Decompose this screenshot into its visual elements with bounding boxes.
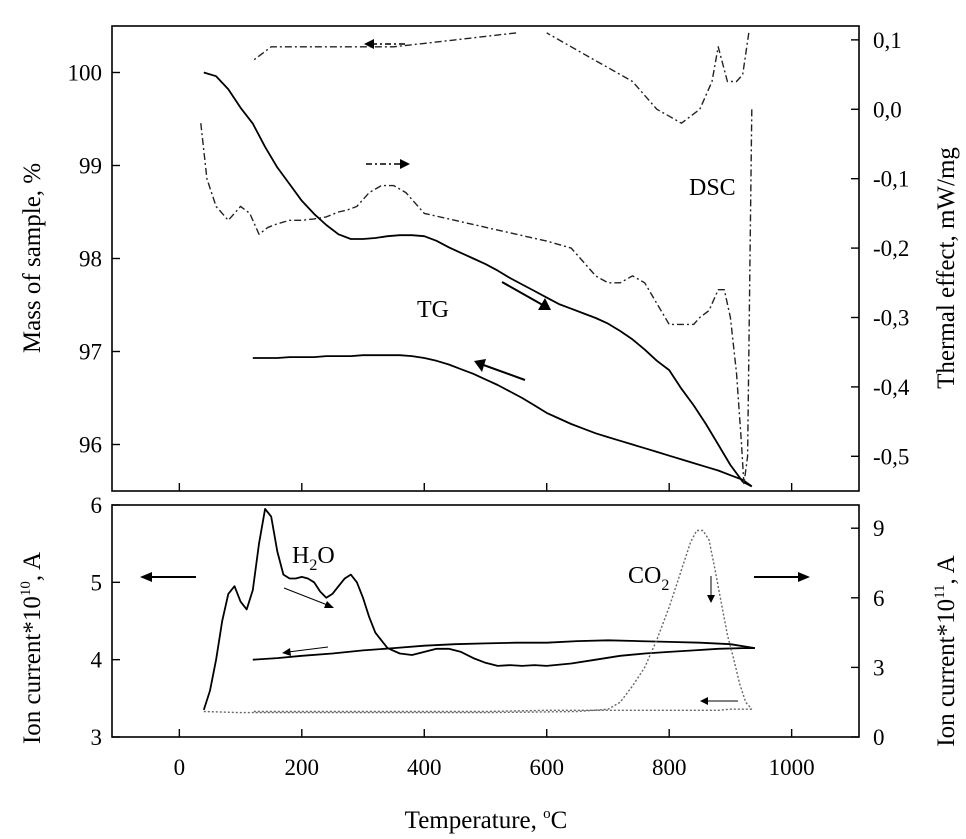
top-right-cooling-curve [546, 32, 750, 124]
y-axis-title-top-right: Thermal effect, mW/mg [933, 147, 960, 389]
y-right-tick-label: 0 [873, 725, 885, 750]
top-left-heating-curve [203, 71, 753, 488]
y-right-tick-label: -0,2 [873, 236, 909, 261]
h2o-cooling-arrow [287, 646, 329, 653]
y-left-tick-label: 6 [91, 493, 103, 518]
x-tick-label: 600 [529, 755, 564, 780]
tg-cooling-arrow [477, 362, 526, 381]
y-bottom-right-main: Ion current*10 [933, 599, 960, 747]
h2o-heating-curve [202, 507, 755, 711]
x-tick-label: 1000 [769, 755, 815, 780]
h2o-cooling-arrowhead [282, 648, 291, 656]
x-axis-title: Temperature, oC [405, 806, 568, 834]
left-axis-arrowhead [140, 572, 152, 582]
y-left-tick-label: 97 [79, 340, 102, 365]
h2o-label-end: O [317, 543, 334, 569]
data-curves [200, 32, 756, 714]
y-left-tick-label: 98 [79, 247, 102, 272]
y-right-tick-label: -0,3 [873, 305, 909, 330]
y-right-tick-label: 3 [873, 655, 885, 680]
h2o-heating-arrowhead [324, 601, 334, 608]
y-right-tick-label: 9 [873, 516, 885, 541]
y-left-tick-label: 3 [91, 725, 103, 750]
h2o-label-sub: 2 [309, 557, 317, 574]
co2-label-sub: 2 [661, 577, 669, 594]
top-panel-frame [111, 25, 860, 492]
co2-cooling-curve [252, 708, 752, 713]
bottom-panel-frame [111, 504, 860, 738]
right-axis-arrowhead [798, 572, 810, 582]
axis-tick-labels: 0 200 400 600 800 1000969798991000,10,0-0,1-0… [68, 28, 910, 780]
tg-heating-arrowhead [538, 298, 551, 310]
tg-label: TG [417, 297, 449, 323]
y-left-tick-label: 100 [68, 61, 103, 86]
top-right-cooling-curve [252, 32, 517, 62]
top-left-cooling-curve [252, 354, 753, 488]
y-left-tick-label: 96 [79, 433, 102, 458]
co2-label-main: CO [628, 563, 661, 589]
y-right-tick-label: 6 [873, 586, 885, 611]
x-tick-label: 200 [285, 755, 320, 780]
y-axis-title-bottom-right: Ion current*1011, A [932, 555, 960, 747]
y-right-tick-label: 0,0 [873, 97, 902, 122]
y-axis-title-top-left: Mass of sample, % [19, 163, 46, 353]
y-left-tick-label: 5 [91, 570, 103, 595]
co2-label: CO2 [628, 563, 669, 594]
axis-ticks [112, 39, 859, 738]
x-tick-label: 400 [407, 755, 442, 780]
y-right-tick-label: 0,1 [873, 28, 902, 53]
x-tick-label: 800 [652, 755, 687, 780]
direction-arrows [140, 39, 810, 705]
y-bottom-left-sup: 10 [18, 581, 34, 596]
x-title-end: C [551, 807, 568, 834]
y-bottom-left-end: , A [19, 552, 46, 581]
y-left-tick-label: 99 [79, 154, 102, 179]
y-left-tick-label: 4 [91, 648, 103, 673]
y-bottom-right-end: , A [933, 555, 960, 584]
h2o-heating-arrow [283, 587, 331, 607]
x-title-main: Temperature, [405, 807, 543, 834]
x-tick-label: 0 [174, 755, 186, 780]
dsc-heating-arrowhead [400, 159, 410, 169]
h2o-cooling-curve [252, 639, 756, 661]
top-right-heating-curve [200, 109, 753, 485]
y-right-tick-label: -0,1 [873, 167, 909, 192]
h2o-label-main: H [292, 543, 309, 569]
x-title-sup: o [543, 806, 551, 822]
y-bottom-left-main: Ion current*10 [19, 596, 46, 744]
y-bottom-right-sup: 11 [932, 584, 948, 598]
h2o-label: H2O [292, 543, 335, 574]
y-right-tick-label: -0,5 [873, 444, 909, 469]
dsc-cooling-arrowhead [364, 39, 374, 49]
co2-heating-curve [203, 529, 753, 714]
y-axis-title-bottom-left: Ion current*1010, A [18, 552, 46, 744]
tg-cooling-arrowhead [474, 359, 486, 372]
tg-heating-arrow [501, 281, 549, 309]
co2-cooling-arrowhead [700, 697, 708, 705]
dsc-label: DSC [689, 175, 736, 201]
y-right-tick-label: -0,4 [873, 375, 910, 400]
co2-heating-arrowhead [707, 595, 715, 603]
